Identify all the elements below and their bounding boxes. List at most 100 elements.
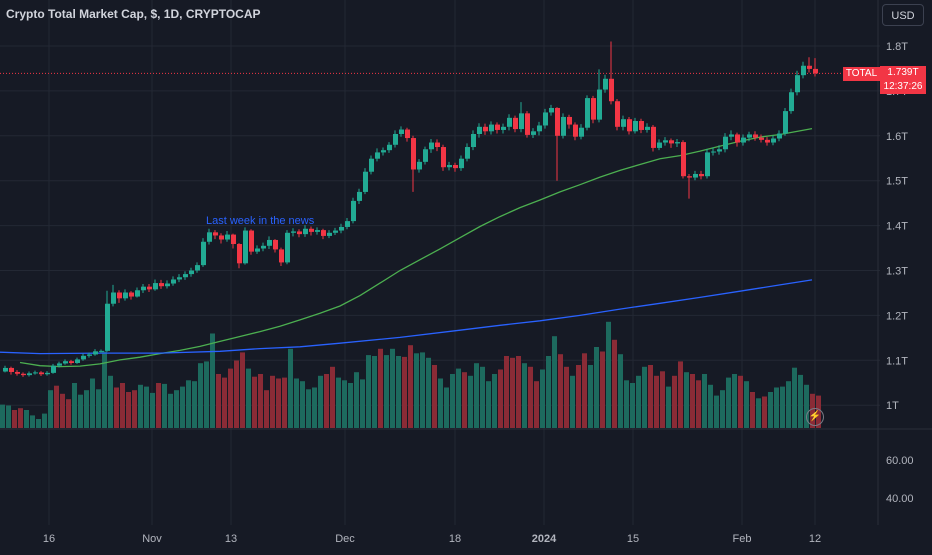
volume-bar	[198, 363, 203, 428]
candle-body	[633, 120, 638, 132]
candle-body	[237, 244, 242, 264]
candle-body	[159, 283, 164, 287]
volume-bar	[222, 377, 227, 428]
volume-bar	[630, 383, 635, 428]
candle-body	[219, 235, 224, 240]
candle-body	[579, 127, 584, 137]
candle-body	[501, 126, 506, 130]
candle-body	[783, 111, 788, 134]
time-axis-label: 13	[225, 533, 237, 545]
volume-bar	[288, 348, 293, 428]
candle-body	[795, 75, 800, 93]
volume-bar	[444, 387, 449, 428]
candle-body	[543, 112, 548, 126]
volume-bar	[264, 390, 269, 428]
currency-button[interactable]: USD	[882, 4, 924, 26]
candle-body	[141, 286, 146, 291]
candle-body	[351, 200, 356, 222]
volume-bar	[390, 348, 395, 428]
candle-body	[513, 117, 518, 130]
volume-bar	[552, 336, 557, 428]
volume-bar	[696, 380, 701, 428]
volume-bar	[234, 360, 239, 428]
volume-bar	[798, 374, 803, 428]
candle-body	[357, 191, 362, 201]
volume-bar	[294, 378, 299, 428]
volume-bar	[348, 383, 353, 428]
candle-body	[147, 286, 152, 290]
candle-body	[723, 136, 728, 150]
price-axis-label: 1.5T	[886, 176, 908, 188]
volume-bar	[528, 366, 533, 428]
price-axis-label: 1.1T	[886, 355, 908, 367]
volume-bar	[564, 366, 569, 428]
volume-bar	[702, 374, 707, 428]
candle-body	[27, 373, 32, 376]
candle-body	[441, 147, 446, 168]
volume-bar	[156, 383, 161, 428]
volume-bar	[708, 384, 713, 428]
candle-body	[591, 98, 596, 120]
volume-bar	[372, 356, 377, 428]
candle-body	[771, 138, 776, 143]
bar-countdown: 12:37:26	[883, 81, 923, 92]
volume-bar	[138, 384, 143, 428]
volume-bar	[762, 396, 767, 428]
volume-bar	[384, 355, 389, 428]
volume-bar	[408, 345, 413, 428]
volume-bar	[624, 380, 629, 428]
volume-bar	[168, 393, 173, 428]
candle-body	[261, 245, 266, 249]
volume-bar	[0, 404, 5, 428]
volume-bar	[474, 363, 479, 428]
candle-body	[639, 120, 644, 130]
candle-body	[687, 176, 692, 178]
volume-bar	[132, 390, 137, 428]
candle-body	[765, 139, 770, 143]
candle-body	[195, 265, 200, 271]
candle-body	[255, 248, 260, 252]
candle-body	[573, 124, 578, 137]
volume-bar	[660, 371, 665, 428]
price-axis-label: 1.2T	[886, 310, 908, 322]
volume-bar	[504, 356, 509, 428]
candle-body	[447, 164, 452, 168]
candle-body	[123, 292, 128, 299]
candle-body	[519, 113, 524, 130]
volume-bar	[6, 405, 11, 428]
lightning-icon[interactable]: ⚡	[806, 408, 824, 426]
volume-bar	[210, 333, 215, 428]
candle-body	[495, 124, 500, 130]
candle-body	[393, 134, 398, 145]
candle-body	[465, 147, 470, 159]
volume-bar	[360, 379, 365, 428]
volume-bar	[456, 368, 461, 428]
candle-body	[423, 149, 428, 162]
volume-bar	[114, 387, 119, 428]
candle-body	[207, 232, 212, 242]
candle-body	[345, 221, 350, 227]
volume-bar	[126, 392, 131, 428]
candle-body	[807, 65, 812, 69]
candle-body	[705, 152, 710, 177]
volume-bar	[678, 361, 683, 428]
candle-body	[399, 129, 404, 135]
price-axis-label: 1.8T	[886, 41, 908, 53]
candle-body	[231, 234, 236, 245]
volume-bar	[246, 368, 251, 428]
time-axis-label: 16	[43, 533, 55, 545]
candle-body	[369, 158, 374, 172]
volume-bar	[186, 380, 191, 428]
candle-body	[171, 279, 176, 284]
candle-body	[555, 107, 560, 136]
candle-body	[309, 228, 314, 232]
volume-bar	[720, 390, 725, 428]
candle-body	[63, 361, 68, 364]
volume-bar	[714, 395, 719, 428]
volume-bar	[18, 408, 23, 428]
volume-bar	[342, 380, 347, 428]
volume-bar	[540, 369, 545, 428]
news-annotation[interactable]: Last week in the news	[206, 215, 315, 227]
